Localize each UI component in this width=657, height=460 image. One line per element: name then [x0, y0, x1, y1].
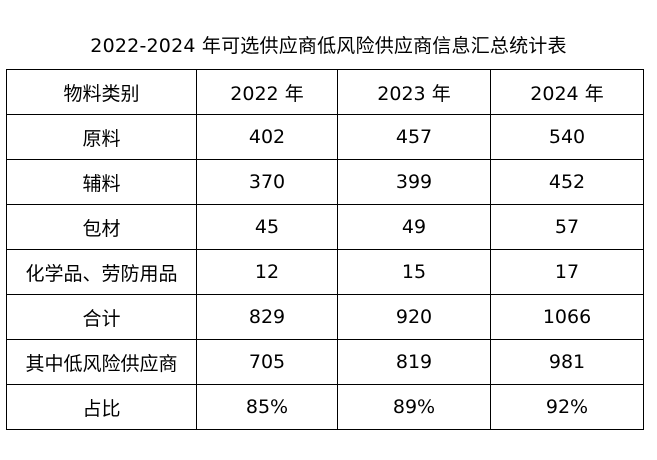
value-cell-2022: 829 — [196, 294, 338, 340]
row-category-cell: 其中低风险供应商 — [6, 339, 197, 385]
value-cell-2023: 49 — [337, 204, 491, 250]
value-cell-2022: 85% — [196, 384, 338, 430]
value-cell-2024: 1066 — [490, 294, 644, 340]
value-cell-2023: 920 — [337, 294, 491, 340]
value-cell-2022: 12 — [196, 249, 338, 295]
value-cell-2024: 452 — [490, 159, 644, 205]
row-category-cell: 辅料 — [6, 159, 197, 205]
header-year-2022: 2022 年 — [196, 69, 338, 115]
value-cell-2022: 45 — [196, 204, 338, 250]
value-cell-2024: 17 — [490, 249, 644, 295]
table-header-row: 物料类别 2022 年 2023 年 2024 年 — [6, 69, 644, 115]
value-cell-2023: 15 — [337, 249, 491, 295]
value-cell-2023: 819 — [337, 339, 491, 385]
value-cell-2022: 370 — [196, 159, 338, 205]
table-row-low-risk: 其中低风险供应商 705 819 981 — [6, 339, 644, 385]
table-row: 原料 402 457 540 — [6, 114, 644, 160]
value-cell-2023: 457 — [337, 114, 491, 160]
value-cell-2024: 540 — [490, 114, 644, 160]
value-cell-2024: 57 — [490, 204, 644, 250]
header-material-category: 物料类别 — [6, 69, 197, 115]
value-cell-2023: 89% — [337, 384, 491, 430]
table-row-ratio: 占比 85% 89% 92% — [6, 384, 644, 430]
row-category-cell: 占比 — [6, 384, 197, 430]
row-category-cell: 化学品、劳防用品 — [6, 249, 197, 295]
value-cell-2023: 399 — [337, 159, 491, 205]
table-title: 2022-2024 年可选供应商低风险供应商信息汇总统计表 — [90, 35, 567, 57]
value-cell-2024: 92% — [490, 384, 644, 430]
table-row: 化学品、劳防用品 12 15 17 — [6, 249, 644, 295]
value-cell-2024: 981 — [490, 339, 644, 385]
value-cell-2022: 402 — [196, 114, 338, 160]
row-category-cell: 包材 — [6, 204, 197, 250]
value-cell-2022: 705 — [196, 339, 338, 385]
header-year-2023: 2023 年 — [337, 69, 491, 115]
table-row: 包材 45 49 57 — [6, 204, 644, 250]
table-row: 辅料 370 399 452 — [6, 159, 644, 205]
header-year-2024: 2024 年 — [490, 69, 644, 115]
row-category-cell: 合计 — [6, 294, 197, 340]
supplier-summary-table: 物料类别 2022 年 2023 年 2024 年 原料 402 457 540… — [6, 69, 644, 430]
row-category-cell: 原料 — [6, 114, 197, 160]
table-row-total: 合计 829 920 1066 — [6, 294, 644, 340]
